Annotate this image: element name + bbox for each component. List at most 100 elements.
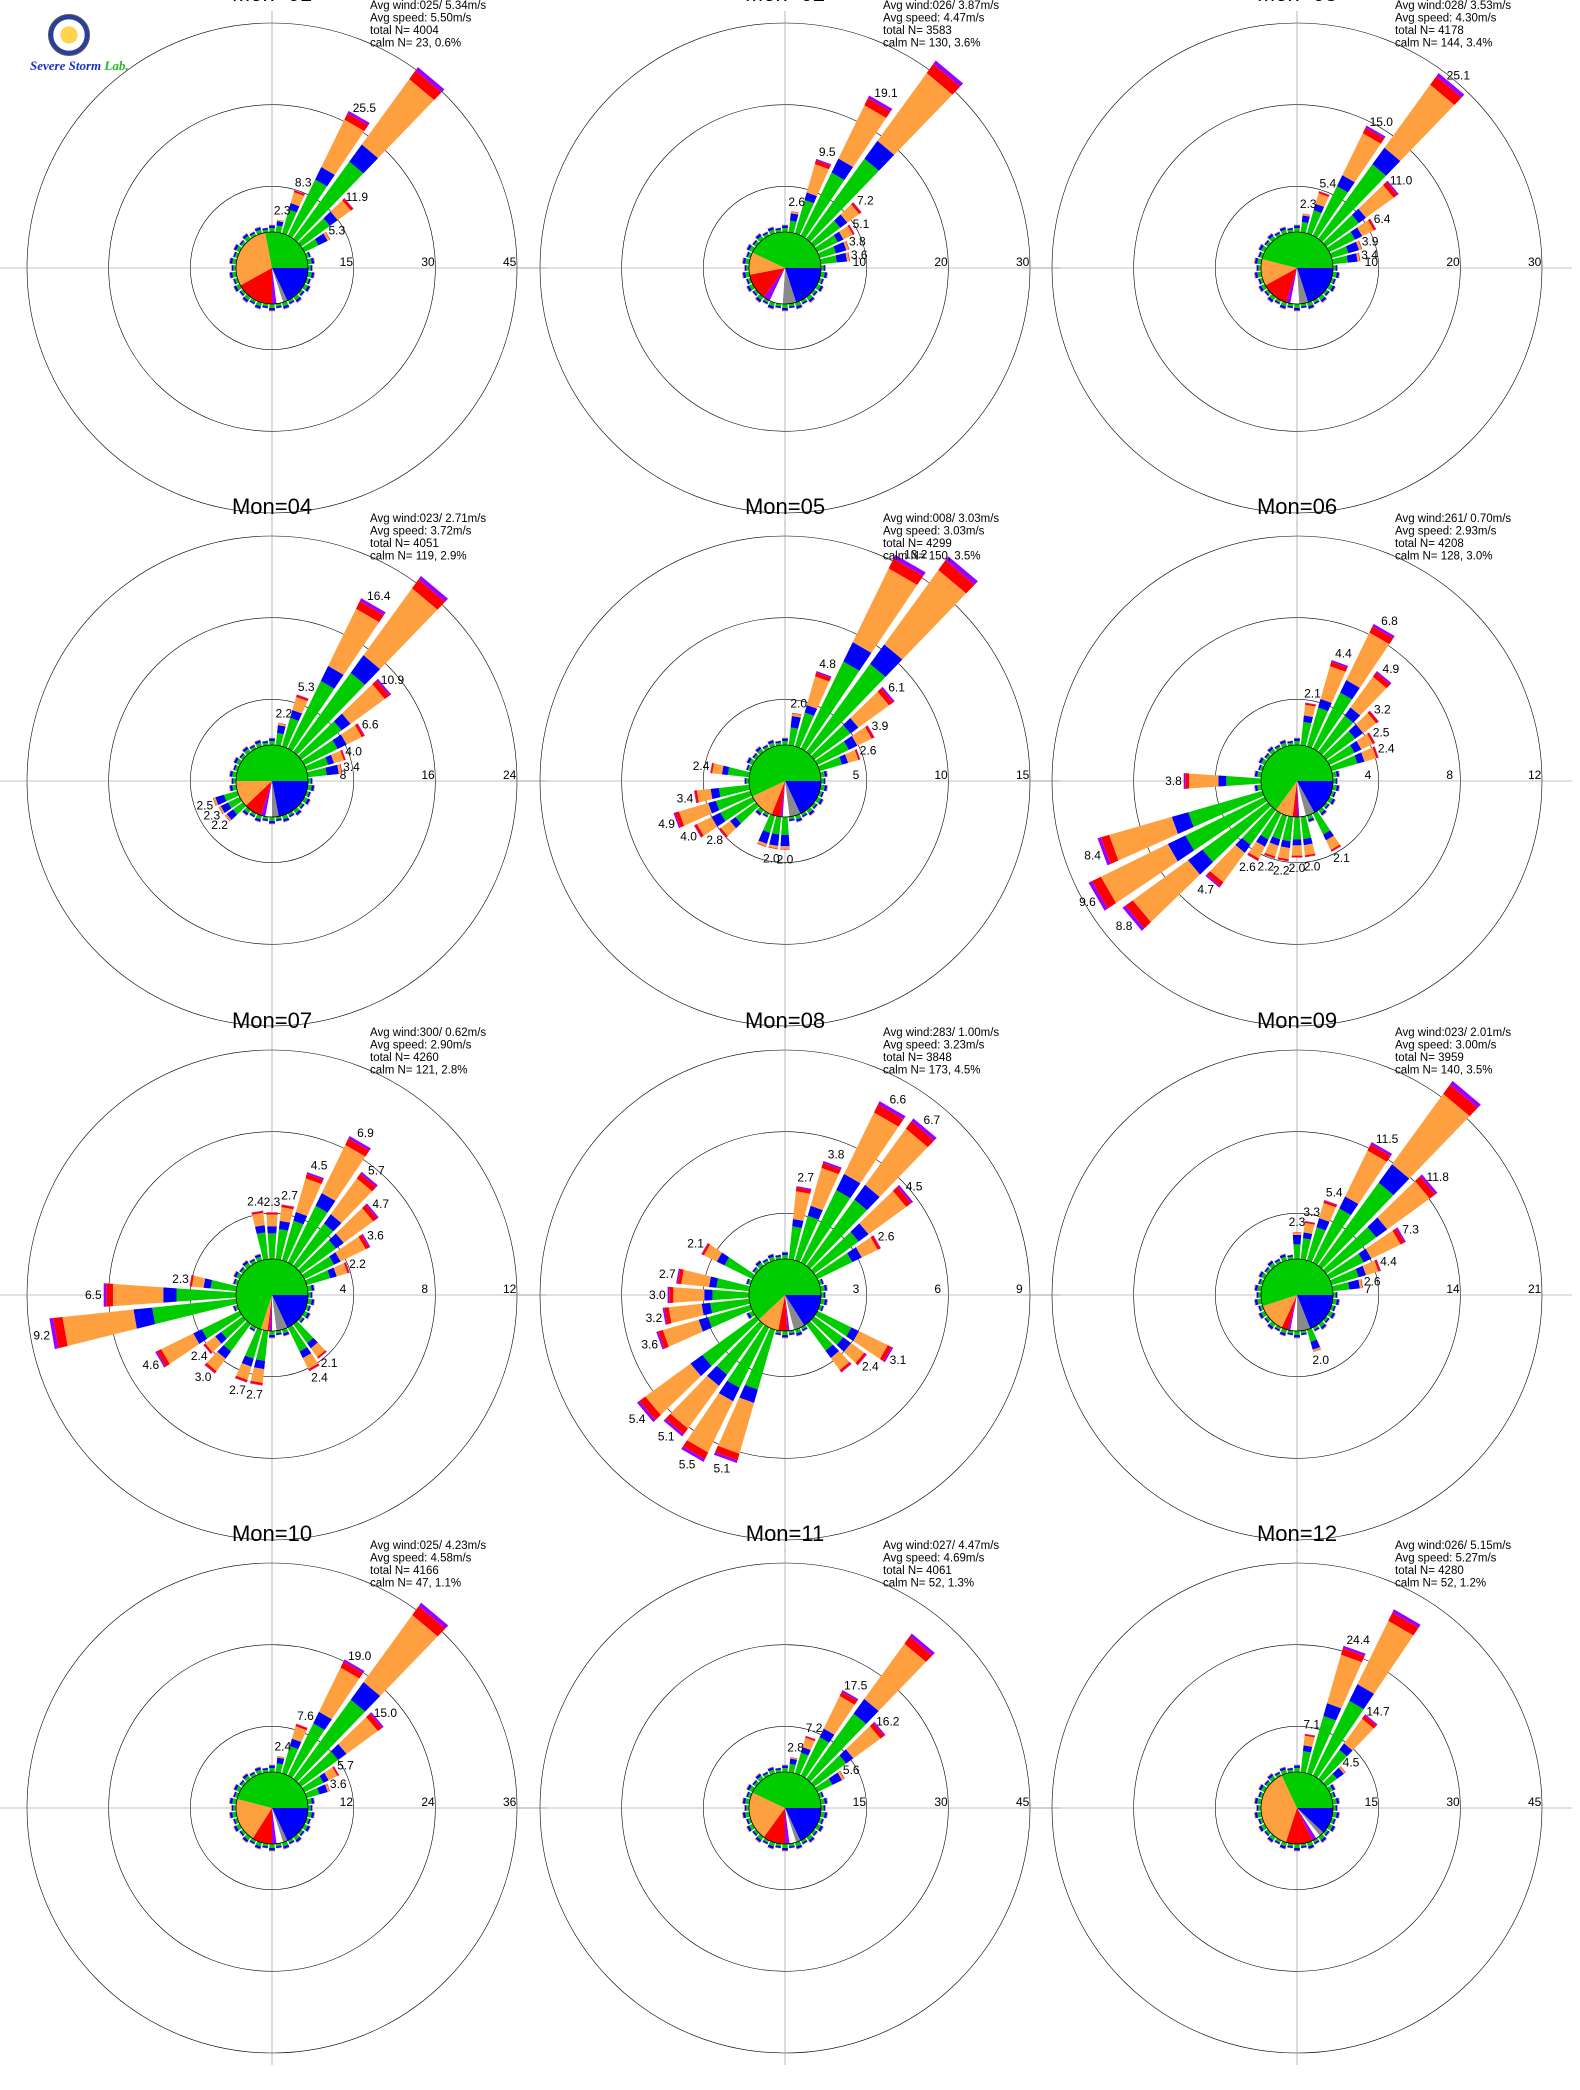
wind-bar-segment <box>249 813 256 818</box>
wind-bar-segment <box>1308 817 1315 822</box>
wind-bar-segment <box>1254 1812 1256 1819</box>
wind-bar-segment <box>250 1324 257 1330</box>
wind-bar-segment <box>297 1751 339 1787</box>
stat-avg-speed: Avg speed: 3.72m/s <box>370 526 472 538</box>
wind-bar-segment <box>1254 257 1259 264</box>
bar-value-label: 13.2 <box>904 547 928 561</box>
wind-bar-segment <box>745 251 748 257</box>
wind-bar-segment <box>717 1397 755 1454</box>
wind-bar-segment <box>297 802 304 808</box>
wind-bar-segment <box>233 244 239 251</box>
wind-bar-segment <box>249 231 255 235</box>
wind-bar-segment <box>752 1830 758 1837</box>
wind-bar-segment <box>1263 1831 1268 1837</box>
wind-bar-segment <box>837 1771 845 1781</box>
wind-bar-segment <box>763 233 770 239</box>
wind-bar-segment <box>721 765 730 775</box>
wind-bar-segment <box>794 199 814 236</box>
wind-bar-segment <box>751 1779 756 1785</box>
chart-title: Mon=09 <box>1257 1008 1337 1033</box>
wind-bar-segment <box>1332 286 1336 293</box>
wind-bar-segment <box>1264 1266 1270 1273</box>
wind-bar-segment <box>295 1836 302 1843</box>
wind-bar-segment <box>819 771 825 778</box>
bar-value-label: 2.3 <box>1289 1215 1306 1229</box>
wind-bar-segment <box>304 1304 310 1311</box>
bar-value-label: 3.2 <box>1374 702 1391 716</box>
bar-value-label: 3.6 <box>641 1337 658 1351</box>
calm-pie-slice <box>1292 781 1297 817</box>
bar-value-label: 3.4 <box>677 792 694 806</box>
wind-bar-segment <box>1266 299 1272 304</box>
wind-bar-segment <box>235 1375 248 1383</box>
calm-pie-outline <box>748 1258 822 1332</box>
wind-bar-segment <box>1346 632 1390 688</box>
wind-bar-segment <box>782 1255 788 1260</box>
wind-bar-segment <box>782 225 788 229</box>
wind-bar-segment <box>1312 692 1353 752</box>
calm-pie-outline <box>235 231 309 305</box>
wind-bar-segment <box>1269 1833 1276 1841</box>
wind-bar-segment <box>1265 842 1279 857</box>
stat-calm-n: calm N= 121, 2.8% <box>370 1065 467 1077</box>
wind-bar-segment <box>893 554 926 576</box>
wind-bar-segment <box>762 231 768 235</box>
wind-bar-segment <box>819 1798 825 1805</box>
wind-bar-segment <box>1210 844 1245 883</box>
wind-bar-segment <box>763 1837 770 1843</box>
wind-bar-segment <box>933 60 964 87</box>
wind-bar-segment <box>1302 1745 1313 1753</box>
wind-bar-segment <box>1338 1812 1341 1819</box>
wind-bar-segment <box>746 1791 750 1798</box>
wind-bar-segment <box>746 1313 750 1320</box>
wind-bar-segment <box>299 290 305 297</box>
wind-bar-segment <box>288 1840 295 1845</box>
wind-bar-segment <box>794 1752 809 1776</box>
wind-bar-segment <box>856 749 861 760</box>
wind-bar-segment <box>325 754 335 765</box>
bar-value-label: 6.6 <box>889 1093 906 1107</box>
wind-bar-segment <box>1320 809 1327 816</box>
wind-bar-segment <box>753 289 760 295</box>
wind-bar-segment <box>347 110 370 126</box>
wind-bar-segment <box>775 1767 781 1771</box>
wind-bar-segment <box>806 158 879 243</box>
wind-bar-segment <box>268 310 276 312</box>
wind-bar-segment <box>1372 746 1379 759</box>
wind-bar-segment <box>1257 1278 1260 1284</box>
wind-bar-segment <box>794 712 814 749</box>
wind-bar-segment <box>693 790 697 804</box>
wind-bar-segment <box>1279 307 1286 310</box>
wind-rose-9: 7 14 212.33.35.411.511.87.34.42.62.0Mon=09… <box>1022 1008 1572 1552</box>
wind-bar-segment <box>1279 226 1286 229</box>
wind-bar-segment <box>747 1817 753 1824</box>
ring-label: 8 <box>1446 768 1453 782</box>
wind-bar-segment <box>825 1344 840 1359</box>
wind-bar-segment <box>1308 819 1315 823</box>
bar-value-label: 4.5 <box>906 1180 923 1194</box>
ring-label: 45 <box>1016 1795 1030 1809</box>
wind-bar-segment <box>229 272 231 279</box>
wind-bar-segment <box>254 226 261 229</box>
wind-bar-segment <box>232 764 236 770</box>
wind-bar-segment <box>232 1791 235 1797</box>
wind-bar-segment <box>762 1258 769 1263</box>
wind-bar-segment <box>1334 1306 1337 1312</box>
wind-bar-segment <box>820 1305 824 1312</box>
calm-pie-outline <box>748 744 822 818</box>
wind-bar-segment <box>236 245 243 253</box>
wind-bar-segment <box>757 748 764 756</box>
calm-pie-slice <box>1297 1295 1311 1331</box>
wind-bar-segment <box>241 812 247 817</box>
wind-bar-segment <box>269 741 275 746</box>
calm-pie-slice <box>1297 781 1300 817</box>
wind-bar-segment <box>206 1351 226 1372</box>
wind-bar-segment <box>751 1266 756 1272</box>
stat-calm-n: calm N= 128, 3.0% <box>1395 551 1492 563</box>
wind-bar-segment <box>745 1791 749 1797</box>
wind-bar-segment <box>754 299 760 304</box>
wind-bar-segment <box>308 1306 312 1312</box>
wind-bar-segment <box>800 1737 830 1779</box>
wind-bar-segment <box>767 306 774 310</box>
